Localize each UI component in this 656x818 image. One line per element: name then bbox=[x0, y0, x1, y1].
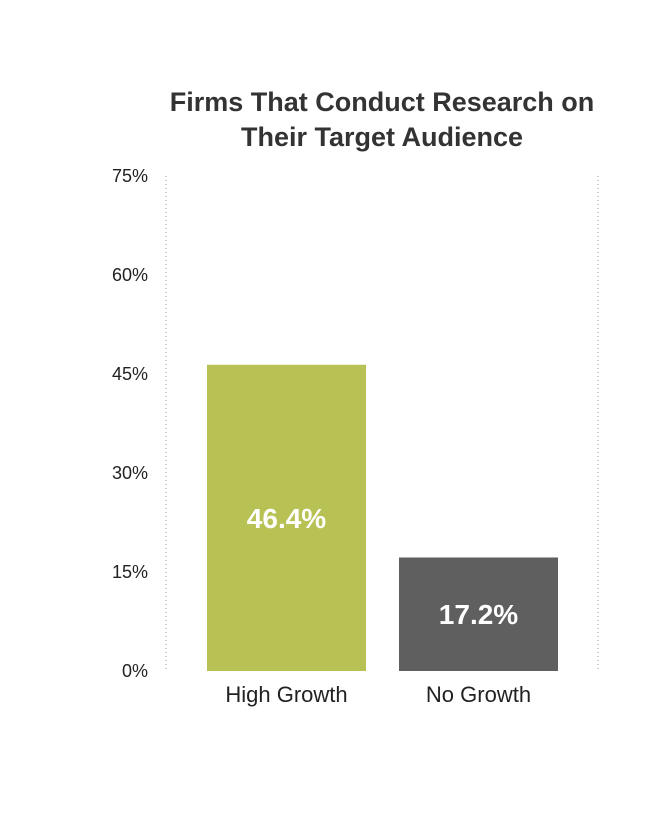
y-tick-label: 75% bbox=[112, 166, 148, 186]
x-axis-labels: High Growth No Growth bbox=[225, 682, 531, 707]
chart-title-line-1: Firms That Conduct Research on bbox=[170, 87, 595, 117]
bar-high-growth bbox=[207, 364, 366, 671]
y-tick-label: 0% bbox=[122, 661, 148, 681]
data-label: 17.2% bbox=[439, 599, 518, 630]
data-label: 46.4% bbox=[247, 503, 326, 534]
bar-no-growth bbox=[399, 557, 558, 671]
chart-title-line-2: Their Target Audience bbox=[241, 122, 523, 152]
x-category-label: No Growth bbox=[426, 682, 531, 707]
y-axis-ticks: 0% 15% 30% 45% 60% 75% bbox=[112, 166, 148, 681]
y-tick-label: 45% bbox=[112, 364, 148, 384]
bars: 46.4% 17.2% bbox=[207, 364, 558, 671]
y-tick-label: 15% bbox=[112, 562, 148, 582]
y-tick-label: 60% bbox=[112, 265, 148, 285]
x-category-label: High Growth bbox=[225, 682, 347, 707]
y-tick-label: 30% bbox=[112, 463, 148, 483]
